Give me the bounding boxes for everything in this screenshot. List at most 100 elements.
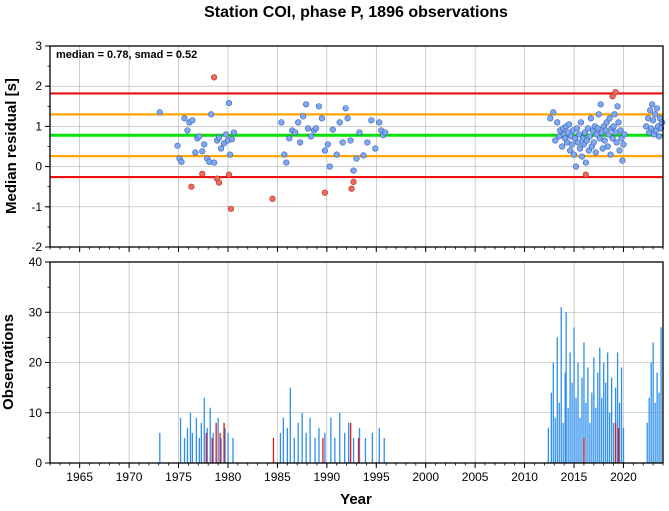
observation-bar xyxy=(597,372,599,463)
residual-point xyxy=(304,125,312,132)
residual-point xyxy=(156,109,163,116)
observation-bar xyxy=(595,407,597,463)
residual-point xyxy=(590,139,597,146)
residual-point xyxy=(178,158,185,165)
observation-bar xyxy=(567,407,569,463)
residual-point xyxy=(225,99,233,107)
residual-point xyxy=(604,143,611,150)
residual-y-ticks: 3 2 1 0 -1 -2 xyxy=(31,39,50,254)
observation-bar xyxy=(189,412,192,463)
residual-point xyxy=(368,117,375,124)
residual-point xyxy=(649,101,656,108)
residual-point xyxy=(554,119,561,126)
observation-bar xyxy=(620,367,623,463)
x-tick-label: 1975 xyxy=(165,470,192,484)
residual-point xyxy=(315,103,323,110)
observation-bar xyxy=(610,377,613,463)
residual-point xyxy=(620,141,627,148)
observation-bar xyxy=(581,377,583,463)
residual-point xyxy=(201,141,208,148)
observation-bar xyxy=(378,427,380,463)
observations-y-axis-label: Observations xyxy=(0,314,17,410)
observation-bar xyxy=(305,432,307,463)
observation-bar xyxy=(605,382,607,463)
observation-bar xyxy=(383,437,385,463)
observation-bar xyxy=(371,432,374,463)
observation-bar xyxy=(220,437,222,463)
x-tick-label: 2005 xyxy=(462,470,489,484)
residual-point xyxy=(222,131,230,138)
residual-point xyxy=(300,113,307,120)
y-tick-label: 40 xyxy=(29,255,43,269)
chart-title: Station COI, phase P, 1896 observations xyxy=(204,4,508,21)
residual-point xyxy=(577,119,585,126)
observation-bar xyxy=(179,417,182,463)
residual-point xyxy=(611,111,618,118)
x-tick-label: 1985 xyxy=(264,470,291,484)
residual-point xyxy=(578,153,586,160)
observation-bar xyxy=(589,422,591,463)
residual-point xyxy=(570,151,578,158)
residual-point xyxy=(613,139,620,146)
observation-bar xyxy=(186,427,189,463)
outlier-bar xyxy=(349,422,352,463)
outlier-point xyxy=(582,171,589,178)
outlier-point xyxy=(211,74,218,81)
observation-bar xyxy=(552,362,554,463)
outlier-bar xyxy=(617,427,620,463)
outlier-bar xyxy=(583,437,585,463)
observation-bar xyxy=(318,427,320,463)
residual-point xyxy=(339,139,346,146)
residual-point xyxy=(189,117,196,124)
observation-bar xyxy=(569,352,571,463)
observation-bar xyxy=(650,362,652,463)
residual-point xyxy=(607,151,614,158)
observation-bar xyxy=(224,427,226,463)
observation-bar xyxy=(612,422,615,463)
residual-point xyxy=(610,123,617,130)
residual-point xyxy=(283,159,290,166)
observation-bar xyxy=(646,422,648,463)
observation-bar xyxy=(232,437,234,463)
residual-point xyxy=(184,127,191,134)
observation-bar xyxy=(339,412,341,463)
x-tick-label: 2010 xyxy=(511,470,538,484)
residual-point xyxy=(181,115,188,122)
observation-bar xyxy=(558,402,560,463)
observation-bar xyxy=(279,432,282,463)
observation-bar xyxy=(575,397,577,463)
observation-bar xyxy=(347,422,350,463)
observation-bar xyxy=(324,432,326,463)
outlier-point xyxy=(215,179,223,186)
observation-bar xyxy=(364,437,367,463)
residual-point xyxy=(215,134,223,141)
observation-bar xyxy=(562,422,564,463)
residual-point xyxy=(658,119,666,126)
observations-y-ticks: 40 30 20 10 0 xyxy=(29,255,50,470)
x-tick-label: 1970 xyxy=(116,470,143,484)
residual-point xyxy=(376,119,383,126)
observation-bar xyxy=(191,432,194,463)
residual-point xyxy=(601,137,608,144)
y-tick-label: 3 xyxy=(35,39,42,53)
residual-point xyxy=(350,167,357,174)
observation-bar xyxy=(227,432,229,463)
residual-point xyxy=(621,131,628,138)
observation-bar xyxy=(289,387,291,463)
x-tick-label: 1980 xyxy=(215,470,242,484)
residual-point xyxy=(650,117,657,124)
residual-point xyxy=(321,147,328,154)
y-tick-label: -2 xyxy=(31,240,42,254)
residual-point xyxy=(226,151,234,158)
y-tick-label: 30 xyxy=(29,305,43,319)
observation-bar xyxy=(358,427,361,463)
residual-point xyxy=(647,107,654,114)
x-tick-label: 1965 xyxy=(66,470,93,484)
residual-point xyxy=(364,139,371,146)
residual-point xyxy=(372,145,379,152)
observation-bar xyxy=(603,362,605,463)
observation-bar xyxy=(577,362,579,463)
observations-bars xyxy=(159,307,662,463)
observation-bar xyxy=(209,407,211,463)
